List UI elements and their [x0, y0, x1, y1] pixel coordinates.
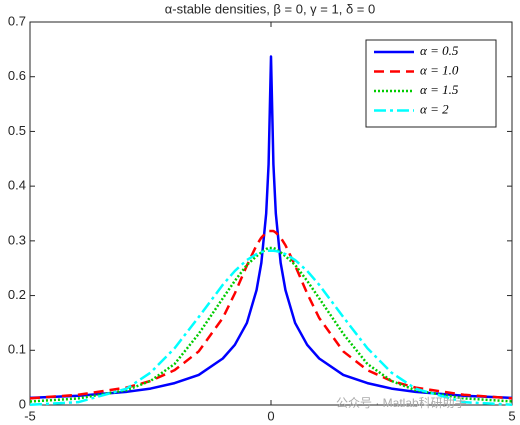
legend-box	[365, 39, 497, 128]
series-line	[29, 229, 513, 400]
series-line	[29, 55, 513, 400]
y-tick-label: 0.5	[8, 123, 26, 138]
series-line	[29, 249, 513, 406]
legend-label: α = 2	[420, 101, 449, 116]
legend-label: α = 1.0	[420, 62, 459, 77]
x-tick-label: 5	[508, 408, 515, 423]
watermark: 公众号 · Matlab科研助手	[336, 396, 467, 410]
y-tick-label: 0.6	[8, 68, 26, 83]
y-tick-label: 0.4	[8, 178, 26, 193]
y-tick-label: 0.2	[8, 287, 26, 302]
legend-label: α = 0.5	[420, 43, 459, 58]
series-line	[29, 246, 513, 403]
y-tick-label: 0.1	[8, 342, 26, 357]
chart-title: α-stable densities, β = 0, γ = 1, δ = 0	[165, 1, 375, 16]
y-tick-label: 0.3	[8, 232, 26, 247]
x-tick-label: -5	[24, 408, 36, 423]
x-tick-label: 0	[267, 408, 274, 423]
y-tick-label: 0.7	[8, 13, 26, 28]
y-tick-label: 0	[19, 396, 26, 411]
legend-label: α = 1.5	[420, 82, 459, 97]
